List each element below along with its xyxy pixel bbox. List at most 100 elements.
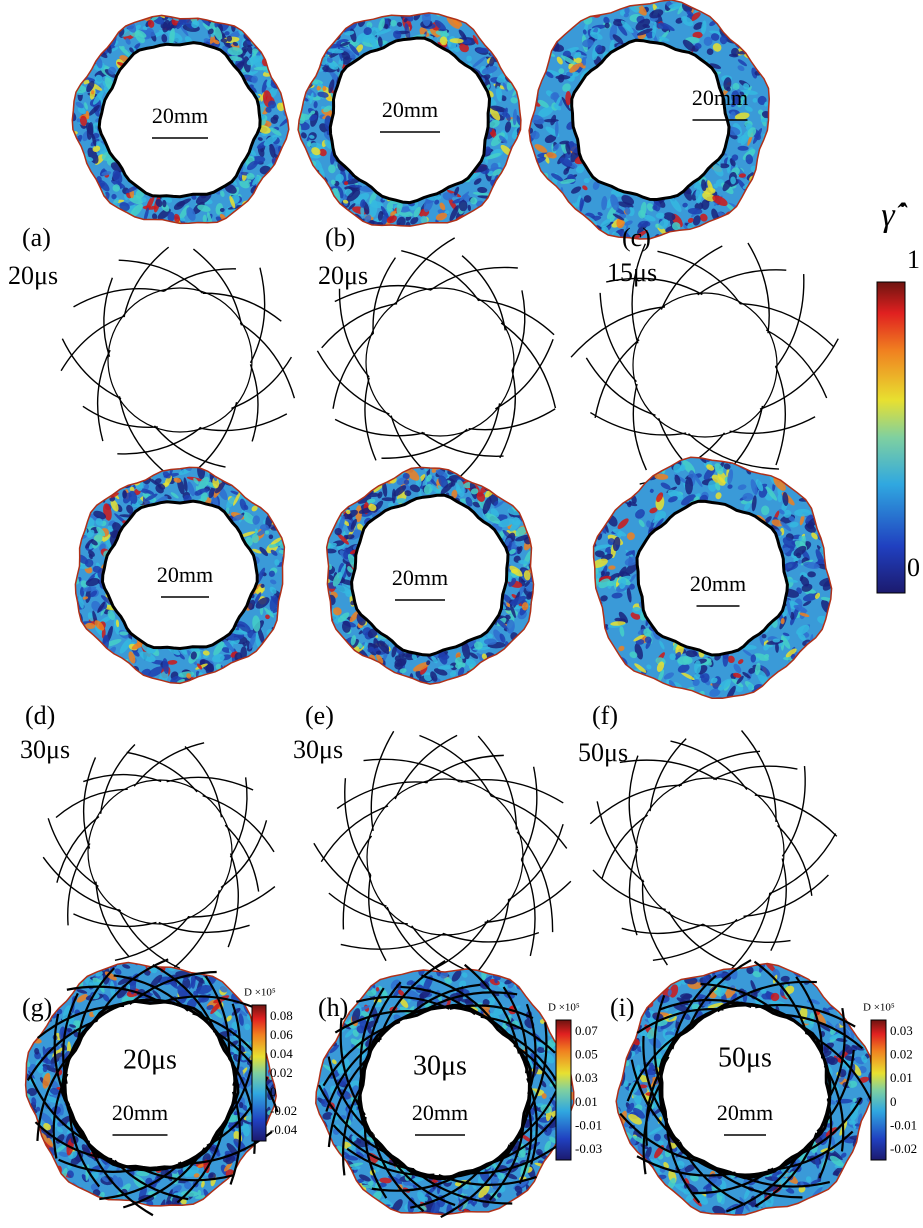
shear-band [759, 338, 839, 410]
strain-blob [440, 482, 454, 495]
strain-blob [386, 227, 404, 236]
strain-blob [659, 640, 665, 650]
shear-band [464, 1139, 566, 1175]
strain-blob [559, 157, 573, 167]
strain-blob [495, 85, 503, 102]
strain-blob [42, 1065, 48, 1073]
shear-band [520, 766, 538, 861]
shear-band [765, 329, 828, 399]
strain-blob [439, 36, 448, 46]
panel-label: (e) [305, 701, 334, 730]
strain-blob [558, 68, 565, 74]
strain-blob [617, 518, 629, 530]
strain-blob [709, 688, 721, 697]
strain-blob [649, 1076, 653, 1085]
strain-blob [205, 663, 214, 674]
strain-blob [239, 531, 256, 538]
strain-blob [166, 1189, 173, 1205]
strain-blob [637, 223, 642, 228]
strain-blob [390, 210, 397, 216]
colorbar-tick: 1 [907, 245, 920, 274]
strain-blob [636, 1014, 641, 1020]
strain-blob [263, 178, 276, 187]
strain-blob [193, 1173, 200, 1178]
strain-blob [386, 215, 397, 224]
strain-blob [251, 75, 258, 84]
strain-blob [518, 560, 529, 565]
strain-blob [796, 624, 810, 635]
strain-blob [509, 595, 527, 606]
strain-blob [424, 1196, 428, 1202]
outer-edge [297, 12, 522, 227]
strain-blob [155, 199, 163, 207]
strain-blob [727, 655, 735, 664]
strain-blob [737, 145, 749, 151]
shear-band [52, 1073, 69, 1159]
strain-blob [719, 35, 728, 45]
strain-blob [489, 107, 501, 121]
strain-blob [529, 127, 534, 134]
strain-blob [138, 488, 154, 495]
strain-blob [97, 601, 106, 613]
strain-blob [264, 607, 275, 618]
strain-blob [606, 580, 616, 587]
strain-blob [270, 116, 278, 124]
strain-blob [75, 101, 84, 109]
inner-edge [570, 38, 731, 202]
shear-band [599, 292, 637, 383]
strain-blob [755, 662, 761, 676]
strain-blob [393, 228, 400, 236]
shear-band [370, 730, 395, 831]
strain-blob [134, 29, 147, 38]
strain-blob [157, 483, 166, 490]
inner-edge [97, 41, 262, 199]
strain-blob [435, 212, 448, 221]
strain-blob [833, 1055, 843, 1064]
strain-blob [614, 617, 623, 622]
time-label: 30μs [20, 735, 70, 764]
strain-blob [460, 999, 473, 1004]
strain-blob [600, 595, 608, 602]
strain-blob [548, 1161, 555, 1168]
strain-blob [345, 534, 355, 540]
shear-band [491, 795, 568, 849]
shear-band [460, 779, 564, 804]
shear-band [202, 292, 282, 322]
strain-blob [95, 518, 103, 526]
bore [635, 777, 785, 927]
scale-text: 20mm [392, 565, 448, 590]
strain-blob [434, 19, 447, 32]
shear-band [239, 322, 296, 399]
strain-blob [40, 1127, 52, 1139]
strain-blob [268, 541, 283, 548]
strain-blob [438, 475, 449, 489]
strain-blob [56, 1126, 63, 1133]
strain-blob [337, 1063, 343, 1075]
strain-blob [350, 1166, 361, 1170]
shear-band [113, 974, 189, 1012]
shear-band [386, 906, 457, 982]
shear-band [522, 1022, 548, 1120]
bore [107, 287, 253, 433]
strain-blob [278, 542, 285, 550]
shear-band [619, 1112, 704, 1164]
shear-band [440, 1144, 511, 1219]
strain-blob [681, 494, 696, 506]
strain-blob [348, 203, 356, 211]
shear-band [158, 921, 250, 934]
shear-band [781, 765, 806, 857]
strain-blob [215, 202, 224, 215]
strain-blob [546, 69, 563, 78]
strain-blob [669, 984, 679, 998]
scale-text: 20mm [112, 1100, 168, 1125]
strain-blob [515, 534, 531, 542]
strain-blob [251, 533, 259, 544]
strain-blob [183, 477, 188, 492]
strain-blob [78, 595, 84, 609]
strain-blob [341, 620, 351, 633]
strain-blob [344, 1028, 355, 1038]
strain-blob [376, 650, 382, 655]
strain-blob [689, 694, 697, 699]
strain-blob [772, 638, 781, 643]
shear-band [747, 242, 770, 334]
